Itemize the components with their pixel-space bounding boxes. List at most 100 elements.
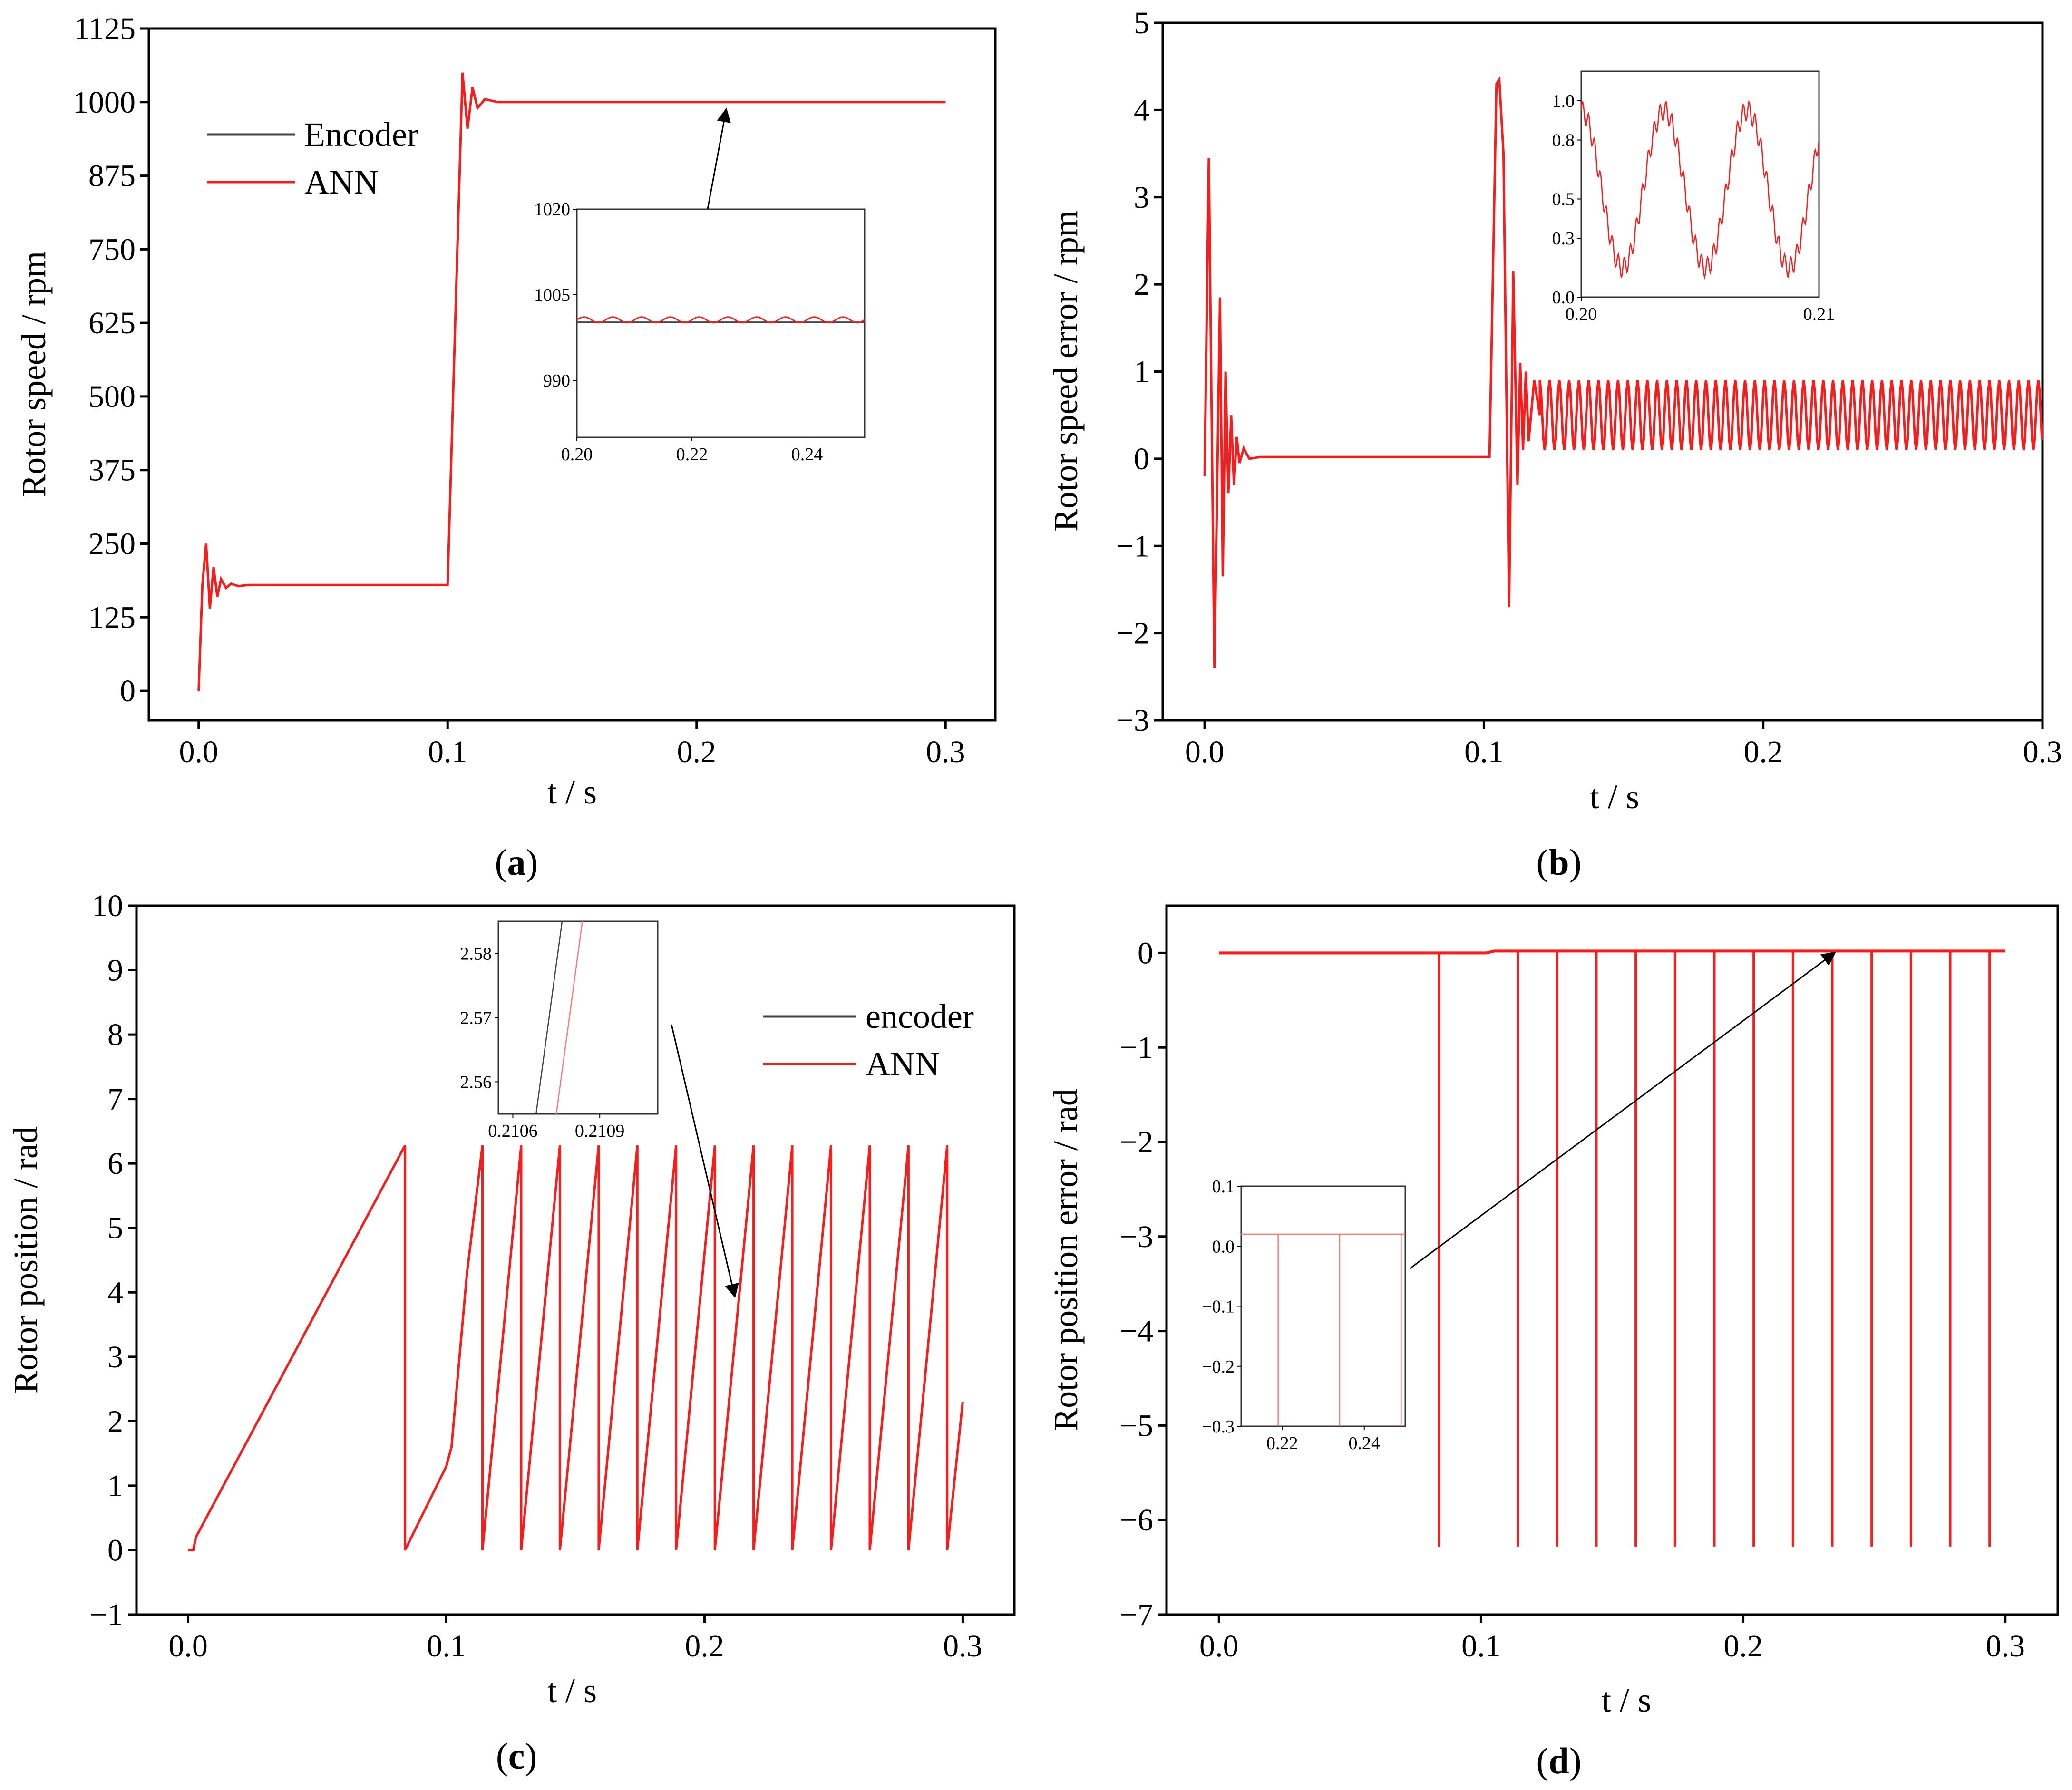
y-tick-label: 5 — [1134, 6, 1149, 40]
x-tick-label: 0.0 — [168, 1629, 208, 1664]
panel-d-x-ticks: 0.0 0.1 0.2 0.3 — [1199, 1615, 2025, 1664]
y-tick-label: 0 — [1134, 442, 1149, 476]
x-tick-label: 0.2109 — [575, 1121, 625, 1141]
legend-encoder-label-c: encoder — [866, 997, 974, 1035]
y-tick-label: 8 — [107, 1017, 123, 1052]
panel-b-xlabel: t / s — [1590, 778, 1639, 816]
y-tick-label: 250 — [88, 527, 136, 561]
panel-d-frame — [1165, 904, 2059, 1616]
y-tick-label: 0 — [107, 1533, 123, 1567]
panel-b-x-ticks: 0.0 0.1 0.2 0.3 — [1185, 720, 2062, 769]
y-tick-label: 9 — [107, 953, 123, 988]
y-tick-label: 7 — [107, 1082, 123, 1117]
y-tick-label: 875 — [88, 159, 136, 194]
x-tick-label: 0.1 — [1461, 1629, 1501, 1664]
y-tick-label: 1005 — [534, 285, 570, 305]
y-tick-label: 0.8 — [1552, 131, 1575, 151]
panel-c-xlabel: t / s — [547, 1672, 597, 1710]
legend-ann-label: ANN — [304, 163, 379, 201]
x-tick-label: 0.2106 — [488, 1121, 538, 1141]
y-tick-label: −2 — [1116, 616, 1149, 651]
inset-frame — [1240, 1185, 1406, 1427]
inset-arrow — [1410, 951, 1836, 1269]
x-tick-label: 0.2 — [1743, 735, 1783, 769]
y-tick-label: 500 — [88, 379, 136, 414]
y-tick-label: −0.3 — [1202, 1417, 1235, 1437]
panel-d-series — [1219, 949, 2005, 1547]
panel-c-letter: (c) — [496, 1735, 537, 1777]
panel-d-letter: (d) — [1536, 1740, 1581, 1781]
series-ann-line — [197, 72, 946, 691]
y-tick-label: 375 — [88, 453, 136, 488]
y-tick-label: 6 — [107, 1146, 123, 1181]
x-tick-label: 0.0 — [179, 735, 218, 769]
panel-c-inset: 2.56 2.57 2.58 0.2106 0.2109 — [460, 920, 739, 1298]
x-tick-label: 0.22 — [676, 445, 708, 464]
y-tick-label: 0.5 — [1552, 189, 1575, 209]
x-tick-label: 0.3 — [1986, 1629, 2025, 1664]
inset-encoder-line — [535, 921, 563, 1114]
x-tick-label: 0.0 — [1185, 735, 1225, 769]
panel-d-y-ticks: −7 −6 −5 −4 −3 −2 −1 0 — [1120, 936, 1167, 1632]
panel-a-frame — [147, 27, 997, 722]
panel-a-inset: 990 1005 1020 0.20 0.22 0.24 — [534, 107, 866, 464]
x-tick-label: 0.1 — [427, 1629, 466, 1664]
y-tick-label: 2.57 — [460, 1008, 492, 1028]
x-tick-label: 0.24 — [791, 445, 823, 464]
x-tick-label: 0.22 — [1266, 1433, 1298, 1453]
y-tick-label: 4 — [1134, 93, 1149, 127]
y-tick-label: −1 — [1120, 1030, 1153, 1065]
panel-a-legend: Encoder ANN — [207, 116, 418, 201]
x-tick-label: 0.2 — [685, 1629, 724, 1664]
panel-b-inset: 0.0 0.3 0.5 0.8 1.0 0.20 0.21 — [1552, 70, 1835, 324]
y-tick-label: −5 — [1120, 1408, 1153, 1443]
x-tick-label: 0.3 — [943, 1629, 982, 1664]
legend-ann-label-c: ANN — [866, 1045, 940, 1083]
panel-c-y-ticks: −1 0 1 2 3 4 5 6 7 8 9 10 — [90, 889, 136, 1632]
y-tick-label: 10 — [92, 889, 123, 923]
panel-a-x-ticks: 0.0 0.1 0.2 0.3 — [179, 720, 965, 769]
y-tick-label: 4 — [107, 1275, 123, 1310]
panel-b-y-ticks: −3 −2 −1 0 1 2 3 4 5 — [1116, 6, 1163, 738]
x-tick-label: 0.1 — [428, 735, 467, 769]
y-tick-label: 0.3 — [1552, 229, 1575, 249]
y-tick-label: 1 — [107, 1469, 123, 1503]
x-tick-label: 0.0 — [1199, 1629, 1239, 1664]
y-tick-label: −4 — [1120, 1314, 1153, 1349]
panel-d-xlabel: t / s — [1602, 1681, 1651, 1719]
y-tick-label: 3 — [107, 1340, 123, 1374]
y-tick-label: −1 — [90, 1597, 123, 1632]
panel-c-series — [188, 1145, 964, 1551]
x-tick-label: 0.1 — [1464, 735, 1504, 769]
panel-b-letter: (b) — [1536, 842, 1581, 883]
y-tick-label: 990 — [543, 371, 570, 391]
y-tick-label: 1.0 — [1552, 91, 1575, 111]
panel-d-ylabel: Rotor position error / rad — [1047, 1089, 1085, 1431]
y-tick-label: −1 — [1116, 529, 1149, 563]
y-tick-label: 750 — [88, 232, 136, 267]
y-tick-label: 125 — [88, 600, 136, 635]
y-tick-label: 1125 — [74, 11, 136, 46]
y-tick-label: −2 — [1120, 1125, 1153, 1160]
legend-encoder-label: Encoder — [304, 116, 418, 154]
y-tick-label: 2.58 — [460, 944, 492, 964]
panel-a-series — [197, 72, 946, 691]
y-tick-label: 2 — [1134, 267, 1149, 302]
y-tick-label: 0.0 — [1552, 288, 1575, 308]
y-tick-label: 3 — [1134, 180, 1149, 215]
x-tick-label: 0.21 — [1803, 304, 1835, 324]
series-speed-error-line — [1203, 76, 2043, 668]
y-tick-label: 5 — [107, 1211, 123, 1246]
y-tick-label: −0.2 — [1202, 1357, 1235, 1377]
x-tick-label: 0.20 — [1566, 304, 1597, 324]
x-tick-label: 0.2 — [1723, 1629, 1763, 1664]
y-tick-label: 0 — [120, 674, 136, 708]
panel-c-frame — [135, 904, 1016, 1616]
x-tick-label: 0.3 — [926, 735, 965, 769]
x-tick-label: 0.3 — [2023, 735, 2062, 769]
y-tick-label: 2 — [107, 1404, 123, 1439]
y-tick-label: 1020 — [534, 200, 570, 220]
inset-error-line — [1580, 100, 1819, 280]
